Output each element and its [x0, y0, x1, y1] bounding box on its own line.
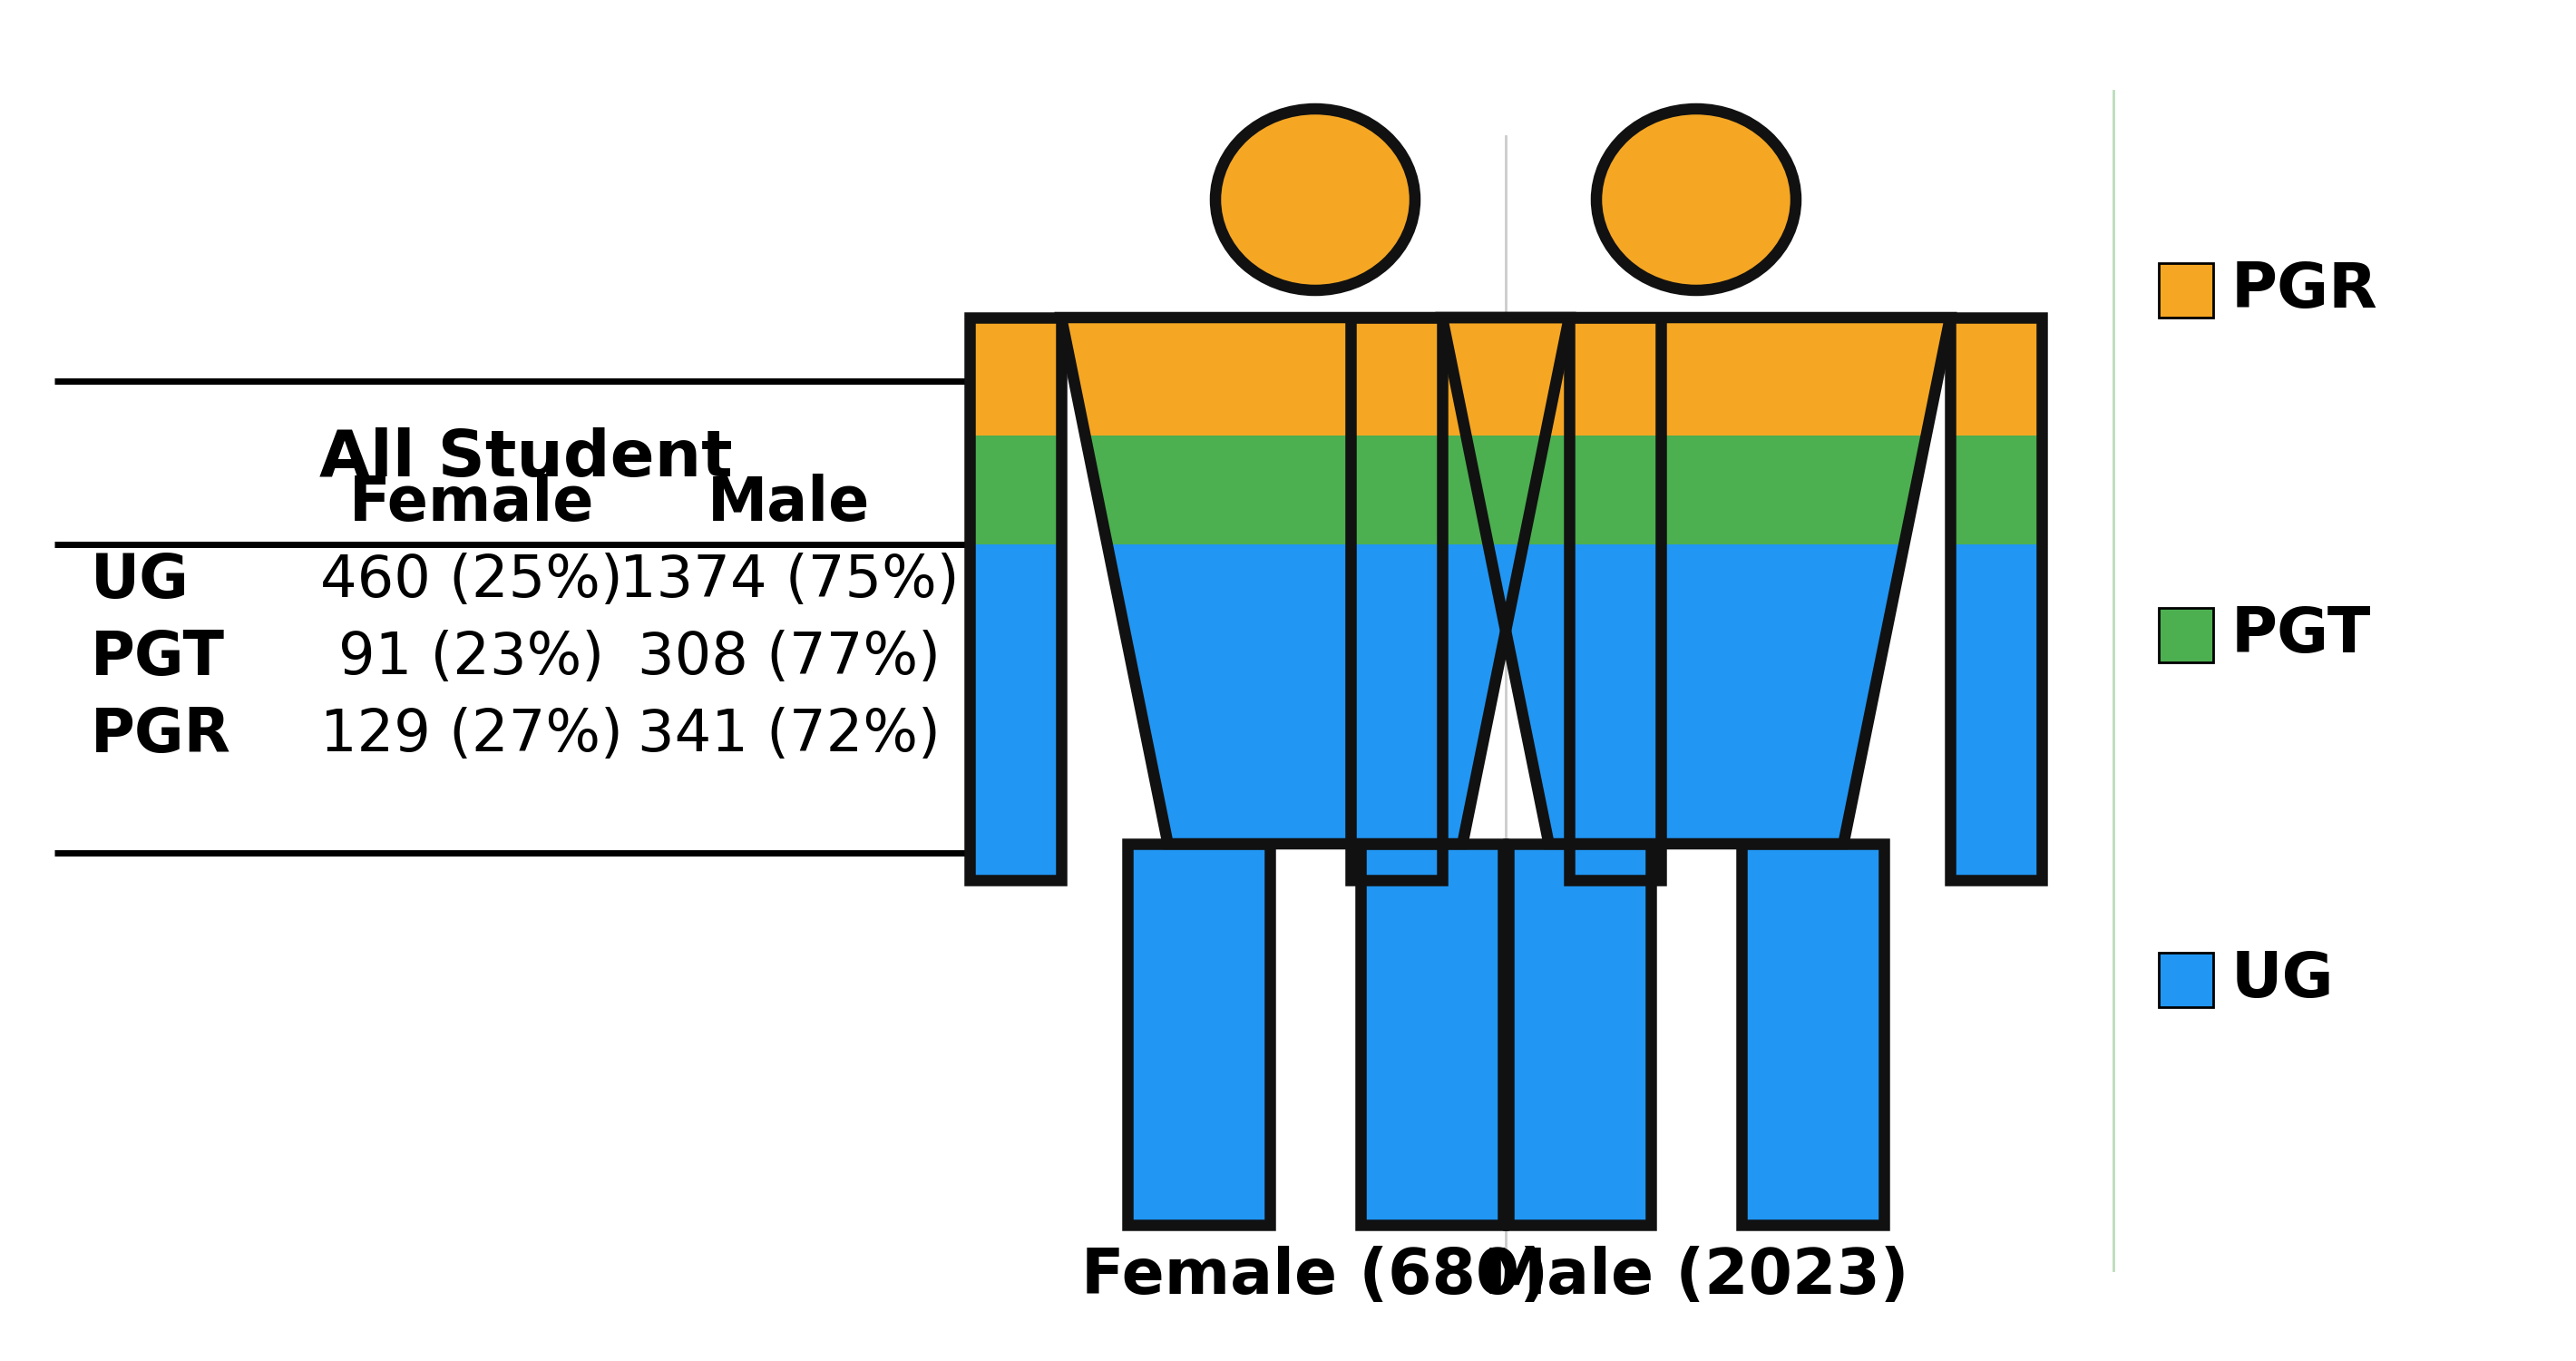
- Polygon shape: [1350, 317, 1443, 436]
- Polygon shape: [1360, 844, 1504, 1225]
- Text: PGT: PGT: [2231, 604, 2372, 666]
- Text: Male: Male: [708, 474, 871, 534]
- Polygon shape: [1569, 436, 1662, 544]
- Polygon shape: [1061, 317, 1569, 436]
- Polygon shape: [1350, 436, 1443, 544]
- Text: UG: UG: [2231, 950, 2334, 1010]
- Text: Female (680): Female (680): [1082, 1245, 1548, 1307]
- Text: UG: UG: [90, 551, 191, 611]
- Text: PGT: PGT: [90, 627, 224, 687]
- Polygon shape: [1128, 844, 1270, 1225]
- Text: PGR: PGR: [2231, 260, 2378, 321]
- Polygon shape: [1084, 436, 1546, 544]
- Text: 129 (27%): 129 (27%): [319, 706, 623, 764]
- Polygon shape: [1950, 436, 2043, 544]
- Text: 341 (72%): 341 (72%): [639, 706, 940, 764]
- Polygon shape: [1741, 844, 1883, 1225]
- Polygon shape: [1489, 544, 1904, 844]
- Text: 1374 (75%): 1374 (75%): [618, 553, 958, 608]
- Polygon shape: [969, 544, 1061, 881]
- Polygon shape: [1569, 544, 1662, 881]
- Polygon shape: [1466, 436, 1927, 544]
- Polygon shape: [969, 436, 1061, 544]
- Bar: [2159, 263, 2213, 317]
- Polygon shape: [1950, 317, 2043, 436]
- Polygon shape: [1108, 544, 1522, 844]
- Text: Female: Female: [348, 474, 595, 534]
- Polygon shape: [1507, 844, 1651, 1225]
- Polygon shape: [1443, 317, 1950, 436]
- Ellipse shape: [1216, 109, 1414, 290]
- Text: 308 (77%): 308 (77%): [639, 630, 940, 686]
- Polygon shape: [1950, 544, 2043, 881]
- Text: Male (2023): Male (2023): [1484, 1245, 1909, 1307]
- Text: 460 (25%): 460 (25%): [319, 553, 623, 608]
- Text: 91 (23%): 91 (23%): [337, 630, 605, 686]
- Bar: [2159, 608, 2213, 663]
- Text: PGR: PGR: [90, 705, 232, 765]
- Polygon shape: [969, 317, 1061, 436]
- Text: All Student: All Student: [319, 427, 732, 490]
- Polygon shape: [1350, 544, 1443, 881]
- Polygon shape: [1569, 317, 1662, 436]
- Ellipse shape: [1597, 109, 1795, 290]
- Bar: [2159, 953, 2213, 1007]
